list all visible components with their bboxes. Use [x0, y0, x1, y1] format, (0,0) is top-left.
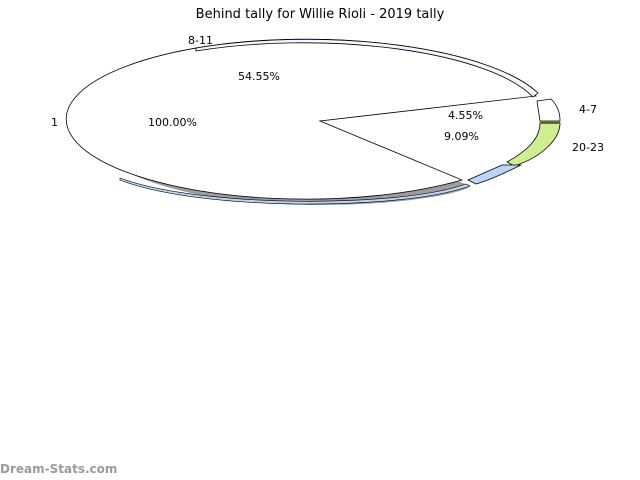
- slice-label: 1: [51, 116, 58, 129]
- chart-title: Behind tally for Willie Rioli - 2019 tal…: [195, 7, 445, 22]
- slice-20-23[interactable]: [506, 122, 561, 167]
- slice-20-23-edge: [540, 121, 560, 124]
- percent-label: 54.55%: [238, 70, 280, 83]
- slice-label: 20-23: [572, 141, 604, 154]
- watermark: Dream-Stats.com: [0, 462, 118, 476]
- slice-blue[interactable]: [467, 164, 522, 185]
- percent-label: 100.00%: [148, 116, 197, 129]
- pie-rim: [119, 177, 471, 205]
- percent-label: 4.55%: [448, 109, 483, 122]
- slice-label: 4-7: [579, 103, 597, 116]
- percent-label: 9.09%: [444, 130, 479, 143]
- slice-label: 8-11: [188, 34, 213, 47]
- slice-4-7[interactable]: [536, 98, 561, 122]
- slice-8-11[interactable]: [195, 38, 539, 98]
